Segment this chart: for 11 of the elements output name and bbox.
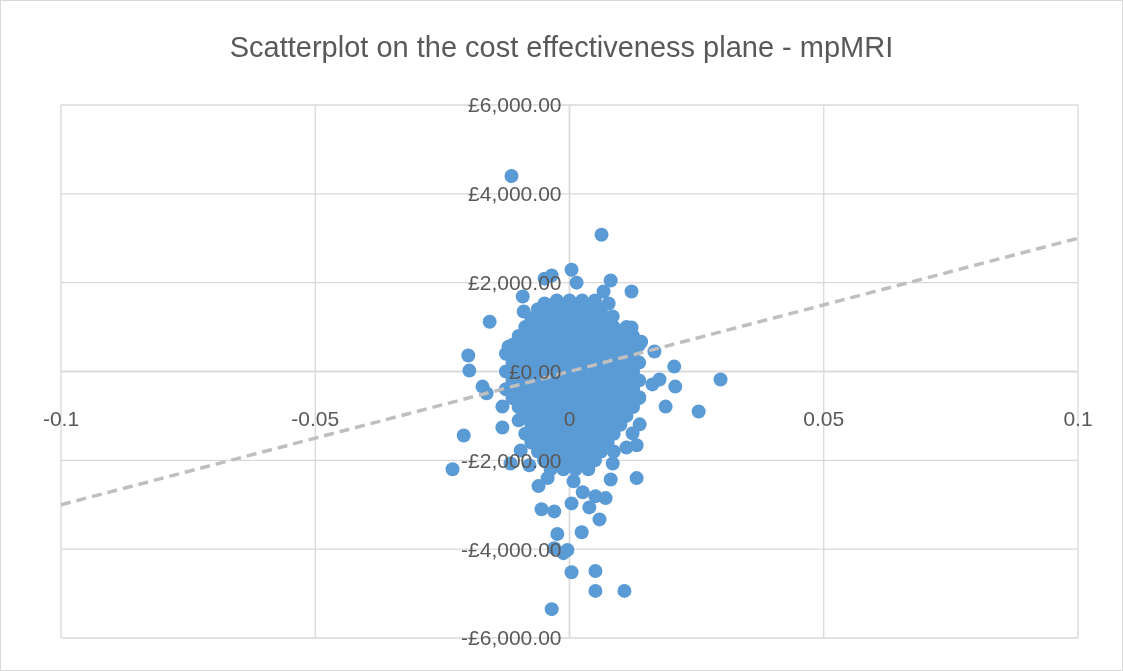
x-tick-label: -0.1 <box>42 406 80 430</box>
x-tick-label: 0 <box>563 406 576 430</box>
y-tick-label: £6,000.00 <box>468 93 562 117</box>
y-tick-label: £4,000.00 <box>468 182 562 206</box>
y-tick-label: -£6,000.00 <box>461 626 562 650</box>
chart-title: Scatterplot on the cost effectiveness plane - mpMRI <box>229 31 894 63</box>
y-tick-label: £0.00 <box>508 359 562 383</box>
y-tick-label: £2,000.00 <box>468 271 562 295</box>
x-tick-label: 0.05 <box>803 406 845 430</box>
x-tick-label: -0.05 <box>291 406 340 430</box>
x-tick-label: 0.1 <box>1063 406 1093 430</box>
